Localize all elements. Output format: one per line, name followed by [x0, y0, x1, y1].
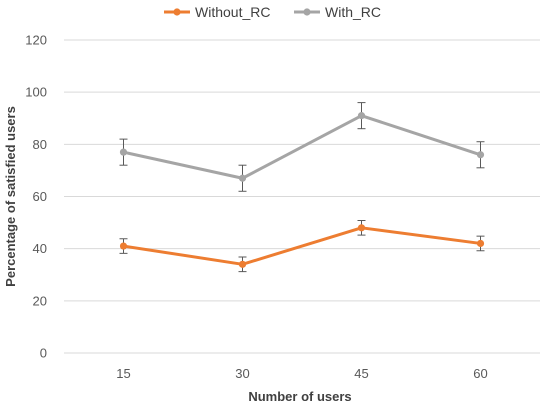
data-point [476, 151, 485, 159]
y-tick-label: 20 [33, 293, 47, 308]
data-point [357, 112, 366, 120]
y-axis-title: Percentage of satisfied users [3, 106, 18, 287]
legend-label: Without_RC [195, 4, 270, 20]
legend-item: With_RC [294, 4, 381, 20]
y-tick-label: 80 [33, 137, 47, 152]
gridlines [64, 39, 540, 354]
series-without-rc [119, 219, 485, 273]
y-tick-label: 40 [33, 241, 47, 256]
x-tick-label: 45 [354, 366, 368, 381]
y-tick-label: 0 [40, 346, 47, 361]
y-tick-label: 60 [33, 189, 47, 204]
series-line [123, 114, 481, 180]
data-point [357, 224, 366, 232]
data-point [119, 242, 128, 250]
y-tick-label: 100 [25, 85, 47, 100]
x-tick-label: 30 [235, 366, 249, 381]
x-axis-tick-labels: 15 30 45 60 [116, 366, 487, 381]
x-axis-title: Number of users [248, 389, 351, 404]
series-line [123, 226, 481, 266]
data-point [476, 239, 485, 248]
data-point [119, 148, 128, 156]
y-axis-tick-labels: 0 20 40 60 80 100 120 [25, 33, 47, 361]
data-point [238, 174, 247, 182]
series-with-rc [119, 102, 485, 192]
y-tick-label: 120 [25, 33, 47, 48]
legend-label: With_RC [325, 4, 381, 20]
data-point [238, 260, 247, 268]
legend-item: Without_RC [164, 4, 270, 20]
x-tick-label: 60 [473, 366, 487, 381]
legend: Without_RC With_RC [164, 4, 381, 20]
x-tick-label: 15 [116, 366, 130, 381]
series-layer [119, 102, 485, 273]
